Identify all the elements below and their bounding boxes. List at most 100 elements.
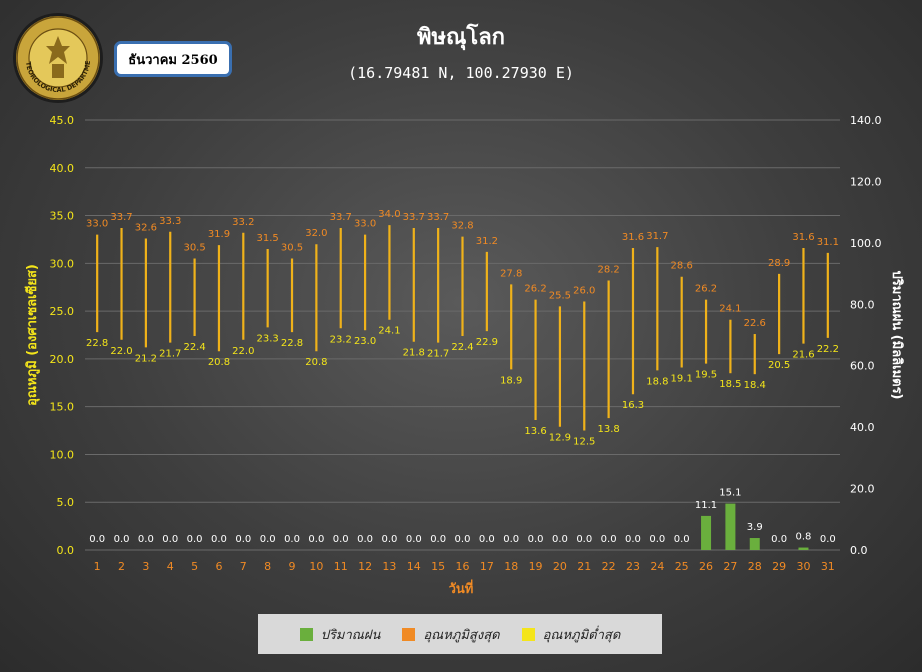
low-temp-label: 22.4 [451,342,473,353]
y-tick-left: 45.0 [50,114,75,127]
low-temp-label: 22.2 [817,344,839,355]
x-tick: 10 [309,560,323,573]
low-temp-label: 19.5 [695,370,717,381]
rain-label: 0.0 [162,534,178,545]
high-temp-label: 25.5 [549,290,571,301]
high-temp-label: 33.7 [403,212,425,223]
high-temp-label: 26.0 [573,286,595,297]
rain-label: 0.0 [114,534,130,545]
high-temp-label: 33.3 [159,216,181,227]
chart-title: พิษณุโลก [417,23,505,51]
rain-label: 0.0 [211,534,227,545]
x-tick: 20 [553,560,567,573]
meteorological-department-logo: METEOROLOGICAL DEPARTMENT [9,6,104,104]
x-tick: 30 [796,560,810,573]
rain-label: 11.1 [695,500,717,511]
x-tick: 13 [382,560,396,573]
legend-label-low: อุณหภูมิต่ำสุด [542,627,621,643]
high-temp-label: 31.6 [622,232,644,243]
low-temp-label: 21.8 [403,348,425,359]
y-tick-right: 20.0 [850,483,875,496]
rain-label: 0.0 [576,534,592,545]
high-temp-label: 31.1 [817,237,839,248]
x-tick: 27 [723,560,737,573]
low-temp-label: 18.9 [500,375,522,386]
x-tick: 26 [699,560,713,573]
rain-label: 0.0 [601,534,617,545]
y-tick-left: 15.0 [50,401,75,414]
high-temp-label: 31.2 [476,236,498,247]
high-temp-label: 32.6 [135,222,157,233]
y-axis-right-title: ปริมาณฝน (มิลลิเมตร) [889,270,904,399]
rain-label: 0.0 [820,534,836,545]
legend-label-rain: ปริมาณฝน [320,627,381,643]
x-tick: 11 [334,560,348,573]
y-tick-left: 35.0 [50,210,75,223]
high-temp-label: 33.0 [354,219,376,230]
x-tick: 28 [748,560,762,573]
y-tick-right: 60.0 [850,360,875,373]
x-axis-title: วันที่ [449,579,474,597]
low-temp-label: 18.8 [646,376,668,387]
low-temp-label: 18.4 [744,380,766,391]
high-temp-label: 33.7 [110,212,132,223]
x-tick: 14 [407,560,421,573]
chart-subtitle: (16.79481 N, 100.27930 E) [348,64,574,82]
low-temp-label: 21.2 [135,353,157,364]
legend-swatch-low [521,627,535,641]
y-tick-left: 0.0 [57,544,75,557]
x-tick: 15 [431,560,445,573]
rain-bar [798,547,809,550]
y-tick-right: 120.0 [850,175,882,188]
x-tick: 21 [577,560,591,573]
rain-label: 0.0 [406,534,422,545]
high-temp-label: 22.6 [744,318,766,329]
low-temp-label: 23.3 [257,333,279,344]
low-temp-label: 20.5 [768,360,790,371]
rain-label: 0.0 [260,534,276,545]
high-temp-label: 33.0 [86,219,108,230]
low-temp-label: 22.4 [183,342,205,353]
data-labels: 0.0 0.0 0.0 0.0 0.0 0.0 0.0 0.0 0.0 0.0 0.0 0.0 0.0 0… [86,209,839,545]
y-tick-left: 5.0 [57,496,75,509]
high-temp-label: 32.0 [305,228,327,239]
rain-label: 0.0 [674,534,690,545]
legend-label-high: อุณหภูมิสูงสุด [423,627,500,643]
y-tick-left: 10.0 [50,448,75,461]
low-temp-label: 18.5 [719,379,741,390]
low-temp-label: 12.9 [549,433,571,444]
low-temp-label: 22.0 [232,346,254,357]
low-temp-label: 21.7 [427,349,449,360]
high-temp-label: 26.2 [524,284,546,295]
high-temp-label: 27.8 [500,268,522,279]
x-tick: 25 [675,560,689,573]
high-temp-label: 24.1 [719,304,741,315]
y-tick-left: 25.0 [50,305,75,318]
rain-label: 0.0 [625,534,641,545]
x-tick: 23 [626,560,640,573]
legend-swatch-high [402,627,416,641]
low-temp-label: 22.0 [110,346,132,357]
rain-label: 0.0 [552,534,568,545]
y-tick-right: 140.0 [850,114,882,127]
y-axis-right-ticks: 0.0 20.0 40.0 60.0 80.0 100.0 120.0 140.0 [850,114,882,557]
high-temp-label: 28.6 [671,261,693,272]
rain-label: 0.0 [381,534,397,545]
low-temp-label: 19.1 [671,373,693,384]
low-temp-label: 22.8 [86,338,108,349]
rain-bars [701,503,809,550]
high-temp-label: 32.8 [451,221,473,232]
rain-label: 0.0 [430,534,446,545]
y-tick-right: 80.0 [850,298,875,311]
low-temp-label: 22.9 [476,337,498,348]
low-temp-label: 13.6 [524,426,546,437]
y-tick-left: 40.0 [50,162,75,175]
x-tick: 31 [821,560,835,573]
low-temp-label: 13.8 [597,424,619,435]
x-tick: 12 [358,560,372,573]
low-temp-label: 23.2 [330,334,352,345]
x-tick: 4 [167,560,174,573]
y-tick-left: 30.0 [50,257,75,270]
low-temp-label: 20.8 [305,357,327,368]
